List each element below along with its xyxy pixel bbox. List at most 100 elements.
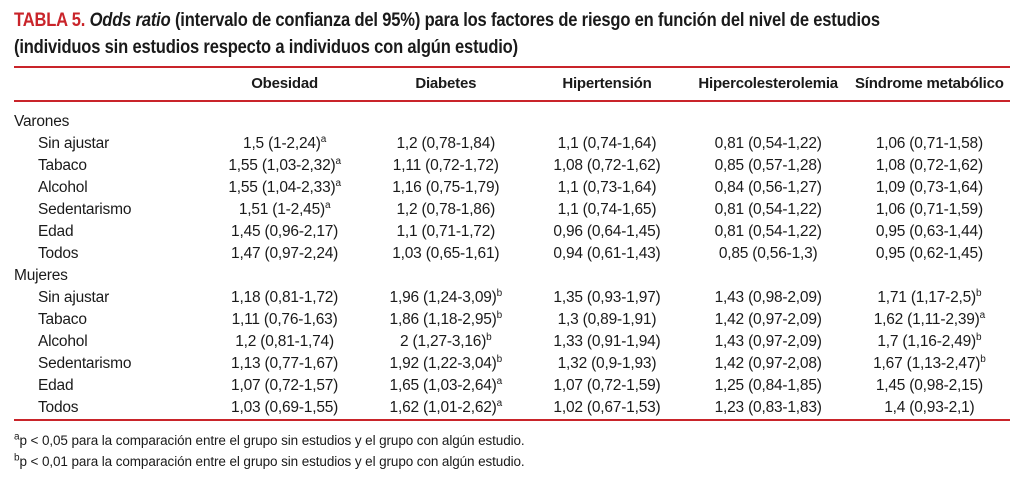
column-header-diabetes: Diabetes <box>365 68 527 102</box>
value-cell: 1,11 (0,72-1,72) <box>392 157 499 174</box>
value-cell: 0,81 (0,54-1,22) <box>714 201 822 218</box>
value-cell: 0,84 (0,56-1,27) <box>714 179 822 196</box>
value-cell: 1,3 (0,89-1,91) <box>557 311 657 328</box>
value-cell: 0,85 (0,56-1,3) <box>718 245 818 262</box>
value-cell: 1,5 (1-2,24)a <box>243 133 327 152</box>
value-cell: 1,2 (0,78-1,84) <box>396 135 496 152</box>
row-label: Alcohol <box>38 179 88 196</box>
row-label: Alcohol <box>38 333 88 350</box>
table-row: Todos 1,03 (0,69-1,55) 1,62 (1,01-2,62)a 1,… <box>14 397 1010 419</box>
significance-superscript: b <box>976 287 982 299</box>
significance-superscript: a <box>496 375 503 387</box>
section-label: Mujeres <box>14 267 68 284</box>
value-cell: 1,1 (0,71-1,72) <box>396 223 496 240</box>
footnote-b-superscript: b <box>14 452 20 464</box>
value-cell: 1,1 (0,74-1,65) <box>557 201 657 218</box>
value-cell: 0,81 (0,54-1,22) <box>714 135 822 152</box>
significance-superscript: b <box>496 309 503 321</box>
value-cell: 1,55 (1,03-2,32)a <box>228 155 341 174</box>
value-cell: 1,43 (0,98-2,09) <box>714 289 822 306</box>
value-cell: 1,1 (0,73-1,64) <box>557 179 657 196</box>
table-title: TABLA 5. Odds ratio (intervalo de confia… <box>14 7 1010 61</box>
table-row: Sedentarismo 1,51 (1-2,45)a 1,2 (0,78-1,86… <box>14 199 1010 221</box>
table-row: Alcohol 1,55 (1,04-2,33)a 1,16 (0,75-1,79)… <box>14 177 1010 199</box>
value-cell: 1,42 (0,97-2,09) <box>714 311 822 328</box>
top-rule <box>14 66 1010 68</box>
value-cell: 1,35 (0,93-1,97) <box>553 289 661 306</box>
bottom-rule <box>14 419 1010 421</box>
value-cell: 1,71 (1,17-2,5)b <box>877 287 982 306</box>
section-row: Mujeres <box>14 265 1010 287</box>
value-cell: 1,2 (0,81-1,74) <box>235 333 334 350</box>
value-cell: 1,51 (1-2,45)a <box>238 199 331 218</box>
table-row: Tabaco 1,55 (1,03-2,32)a 1,11 (0,72-1,72) 1… <box>14 155 1010 177</box>
value-cell: 1,45 (0,96-2,17) <box>231 223 339 240</box>
value-cell: 0,96 (0,64-1,45) <box>553 223 661 240</box>
value-cell: 1,06 (0,71-1,59) <box>875 201 983 218</box>
significance-superscript: a <box>496 397 503 409</box>
value-cell: 1,45 (0,98-2,15) <box>875 377 983 394</box>
table-row: Sin ajustar 1,18 (0,81-1,72) 1,96 (1,24-3,… <box>14 287 1010 309</box>
value-cell: 1,25 (0,84-1,85) <box>714 377 822 394</box>
footnote-a-superscript: a <box>14 431 20 443</box>
value-cell: 1,1 (0,74-1,64) <box>557 135 657 152</box>
value-cell: 1,09 (0,73-1,64) <box>875 179 983 196</box>
value-cell: 1,47 (0,97-2,24) <box>231 245 339 262</box>
significance-superscript: a <box>335 177 341 189</box>
value-cell: 0,81 (0,54-1,22) <box>714 223 822 240</box>
section-row: Varones <box>14 101 1010 133</box>
row-label: Sin ajustar <box>38 289 110 306</box>
header-row: Obesidad Diabetes Hipertensión Hipercole… <box>14 68 1010 102</box>
footnotes: ap < 0,05 para la comparación entre el g… <box>14 430 1010 472</box>
significance-superscript: b <box>496 287 503 299</box>
value-cell: 1,55 (1,04-2,33)a <box>228 177 341 196</box>
row-label: Sedentarismo <box>38 355 132 372</box>
value-cell: 1,96 (1,24-3,09)b <box>389 287 503 306</box>
value-cell: 0,95 (0,62-1,45) <box>875 245 983 262</box>
column-header-hipertension: Hipertensión <box>526 68 688 102</box>
value-cell: 1,65 (1,03-2,64)a <box>389 375 503 394</box>
column-header-obesidad: Obesidad <box>204 68 366 102</box>
title-text-line2: (individuos sin estudios respecto a indi… <box>14 37 518 58</box>
significance-superscript: b <box>976 331 982 343</box>
row-label: Edad <box>38 223 74 240</box>
value-cell: 1,23 (0,83-1,83) <box>714 399 822 416</box>
footnote-b-text: p < 0,01 para la comparación entre el gr… <box>19 454 525 469</box>
row-label-column-header <box>14 68 204 102</box>
row-label: Edad <box>38 377 74 394</box>
value-cell: 1,4 (0,93-2,1) <box>884 399 975 416</box>
row-label: Sin ajustar <box>38 135 110 152</box>
significance-superscript: a <box>335 155 341 167</box>
column-header-hipercolesterolemia: Hipercolesterolemia <box>687 68 849 102</box>
title-italic-term: Odds ratio <box>89 10 171 31</box>
table-row: Tabaco 1,11 (0,76-1,63) 1,86 (1,18-2,95)b 1… <box>14 309 1010 331</box>
significance-superscript: b <box>980 353 986 365</box>
value-cell: 1,06 (0,71-1,58) <box>875 135 983 152</box>
column-header-sindrome-metabolico: Síndrome metabólico <box>848 68 1010 102</box>
value-cell: 1,03 (0,65-1,61) <box>392 245 500 262</box>
value-cell: 1,42 (0,97-2,08) <box>714 355 822 372</box>
table-header: Obesidad Diabetes Hipertensión Hipercole… <box>14 68 1010 102</box>
table-number-label: TABLA 5. <box>14 10 86 31</box>
footnote-a-text: p < 0,05 para la comparación entre el gr… <box>19 433 525 448</box>
value-cell: 1,02 (0,67-1,53) <box>553 399 661 416</box>
significance-superscript: a <box>320 133 327 145</box>
significance-superscript: b <box>486 331 492 343</box>
section-label: Varones <box>14 113 70 130</box>
title-text-line1: (intervalo de confianza del 95%) para lo… <box>174 10 880 31</box>
value-cell: 1,2 (0,78-1,86) <box>396 201 496 218</box>
value-cell: 1,08 (0,72-1,62) <box>553 157 661 174</box>
table-row: Alcohol 1,2 (0,81-1,74) 2 (1,27-3,16)b 1,33… <box>14 331 1010 353</box>
value-cell: 1,62 (1,11-2,39)a <box>873 309 986 328</box>
value-cell: 1,18 (0,81-1,72) <box>231 289 339 306</box>
value-cell: 0,94 (0,61-1,43) <box>553 245 661 262</box>
odds-ratio-table: Obesidad Diabetes Hipertensión Hipercole… <box>14 68 1010 419</box>
value-cell: 1,32 (0,9-1,93) <box>557 355 657 372</box>
row-label: Todos <box>38 399 79 416</box>
row-label: Tabaco <box>38 311 87 328</box>
table-body: Varones Sin ajustar 1,5 (1-2,24)a 1,2 (0,78… <box>14 101 1010 419</box>
value-cell: 1,03 (0,69-1,55) <box>231 399 339 416</box>
value-cell: 1,62 (1,01-2,62)a <box>389 397 503 416</box>
value-cell: 1,33 (0,91-1,94) <box>553 333 661 350</box>
